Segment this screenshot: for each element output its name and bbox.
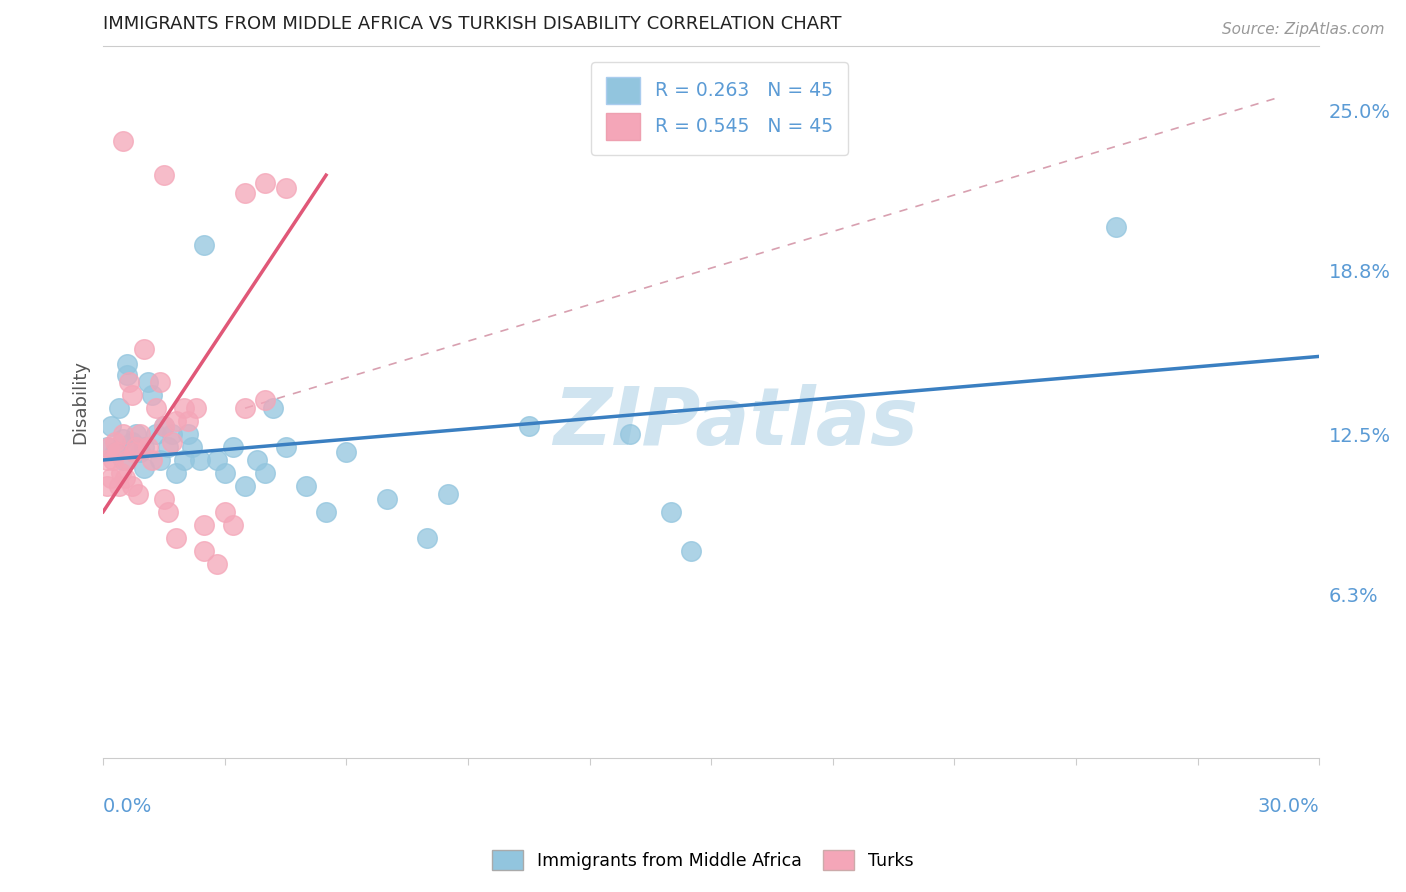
- Point: [190, 453, 212, 467]
- Point: [416, 531, 439, 545]
- Point: [156, 440, 179, 454]
- Point: [165, 414, 187, 428]
- Legend: Immigrants from Middle Africa, Turks: Immigrants from Middle Africa, Turks: [484, 841, 922, 879]
- Point: [128, 445, 150, 459]
- Point: [160, 434, 183, 449]
- Point: [375, 491, 398, 506]
- Point: [222, 517, 245, 532]
- Point: [262, 401, 284, 416]
- Point: [112, 453, 135, 467]
- Point: [619, 427, 641, 442]
- Point: [153, 419, 176, 434]
- Y-axis label: Disability: Disability: [72, 359, 89, 443]
- Point: [117, 368, 139, 382]
- Point: [103, 453, 125, 467]
- Point: [104, 434, 127, 449]
- Point: [121, 388, 143, 402]
- Point: [145, 401, 167, 416]
- Point: [117, 357, 139, 371]
- Point: [117, 453, 139, 467]
- Text: 0.0%: 0.0%: [103, 797, 152, 816]
- Point: [132, 342, 155, 356]
- Point: [315, 505, 337, 519]
- Point: [165, 466, 187, 480]
- Point: [124, 440, 146, 454]
- Point: [153, 491, 176, 506]
- Point: [156, 505, 179, 519]
- Point: [186, 401, 208, 416]
- Point: [127, 486, 149, 500]
- Point: [141, 388, 163, 402]
- Point: [112, 432, 135, 446]
- Point: [136, 440, 159, 454]
- Point: [193, 543, 215, 558]
- Point: [193, 238, 215, 252]
- Point: [100, 471, 122, 485]
- Point: [118, 376, 141, 390]
- Point: [679, 543, 702, 558]
- Point: [112, 135, 135, 149]
- Text: Source: ZipAtlas.com: Source: ZipAtlas.com: [1222, 22, 1385, 37]
- Point: [145, 427, 167, 442]
- Text: 30.0%: 30.0%: [1257, 797, 1319, 816]
- Point: [153, 419, 176, 434]
- Point: [173, 453, 195, 467]
- Point: [1105, 219, 1128, 234]
- Point: [112, 427, 135, 442]
- Point: [108, 479, 131, 493]
- Point: [517, 419, 540, 434]
- Point: [181, 440, 204, 454]
- Point: [233, 479, 256, 493]
- Point: [214, 466, 236, 480]
- Point: [124, 427, 146, 442]
- Point: [114, 471, 136, 485]
- Point: [132, 460, 155, 475]
- Point: [222, 440, 245, 454]
- Point: [110, 466, 132, 480]
- Point: [121, 479, 143, 493]
- Point: [193, 517, 215, 532]
- Point: [108, 401, 131, 416]
- Point: [177, 427, 200, 442]
- Point: [659, 505, 682, 519]
- Point: [233, 186, 256, 201]
- Legend: R = 0.263   N = 45, R = 0.545   N = 45: R = 0.263 N = 45, R = 0.545 N = 45: [591, 62, 848, 154]
- Point: [294, 479, 316, 493]
- Point: [104, 445, 127, 459]
- Point: [254, 466, 277, 480]
- Point: [122, 445, 145, 459]
- Point: [335, 445, 357, 459]
- Point: [246, 453, 269, 467]
- Text: ZIPatlas: ZIPatlas: [553, 384, 918, 462]
- Point: [149, 453, 172, 467]
- Point: [233, 401, 256, 416]
- Point: [153, 168, 176, 182]
- Point: [96, 479, 118, 493]
- Point: [274, 440, 297, 454]
- Point: [141, 453, 163, 467]
- Point: [205, 453, 228, 467]
- Point: [132, 440, 155, 454]
- Point: [165, 531, 187, 545]
- Point: [173, 401, 195, 416]
- Point: [136, 376, 159, 390]
- Point: [177, 414, 200, 428]
- Point: [436, 486, 458, 500]
- Point: [98, 440, 121, 454]
- Point: [121, 434, 143, 449]
- Point: [100, 419, 122, 434]
- Point: [149, 376, 172, 390]
- Point: [105, 445, 128, 459]
- Point: [254, 176, 277, 190]
- Point: [96, 440, 118, 454]
- Point: [254, 393, 277, 408]
- Point: [96, 453, 118, 467]
- Point: [205, 557, 228, 571]
- Point: [128, 427, 150, 442]
- Point: [274, 181, 297, 195]
- Text: IMMIGRANTS FROM MIDDLE AFRICA VS TURKISH DISABILITY CORRELATION CHART: IMMIGRANTS FROM MIDDLE AFRICA VS TURKISH…: [103, 15, 842, 33]
- Point: [214, 505, 236, 519]
- Point: [160, 427, 183, 442]
